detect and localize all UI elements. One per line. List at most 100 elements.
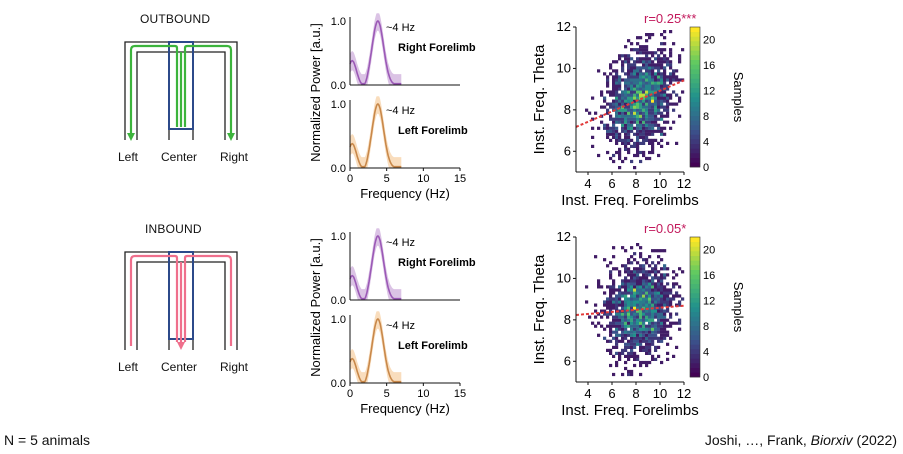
heatmap-cell [636, 150, 640, 155]
peak-label: ~4 Hz [386, 320, 415, 332]
heatmap-cell [627, 267, 631, 271]
heatmap-cell [600, 120, 604, 124]
correlation-label: r=0.25*** [644, 11, 696, 26]
heatmap-cell [621, 333, 625, 337]
heatmap-cell [618, 138, 622, 142]
heatmap-cell [657, 318, 661, 322]
heatmap-cell [633, 306, 637, 310]
heatmap-cell [615, 132, 619, 136]
colorbar-segment [690, 311, 700, 317]
heatmap-cell [651, 114, 655, 118]
heatmap-cell [663, 309, 667, 313]
heatmap-cell [657, 303, 661, 307]
heatmap-cell [621, 141, 625, 145]
heatmap-cell [651, 324, 655, 328]
heatmap-cell [624, 324, 628, 328]
heatmap-cell [660, 99, 664, 103]
heatmap-cell [648, 33, 652, 37]
heatmap-cell [627, 297, 631, 301]
heatmap-cell [621, 93, 625, 97]
heatmap-cell [645, 138, 649, 142]
heatmap-cell [660, 42, 664, 46]
heatmap-cell [657, 315, 661, 319]
heatmap-cell [639, 264, 643, 268]
heatmap-cell [660, 279, 664, 283]
heatmap-cell [636, 144, 640, 148]
heatmap-cell [651, 120, 655, 124]
heatmap-cell [627, 141, 631, 145]
heatmap-cell [627, 306, 631, 310]
heatmap-cell [636, 60, 640, 64]
heatmap-cell [663, 126, 667, 130]
heatmap-cell [651, 129, 655, 133]
heatmap-cell [648, 273, 652, 277]
heatmap-cell [657, 327, 661, 331]
heatmap-cell [642, 294, 646, 298]
heatmap-cell [633, 48, 637, 52]
heatmap-cell [624, 282, 628, 286]
heatmap-cell [597, 153, 601, 158]
y-tick-label: 12 [557, 229, 571, 244]
heatmap-cell [633, 345, 637, 349]
heatmap-cell [666, 294, 670, 298]
heatmap-cell [657, 84, 661, 88]
heatmap-cell [639, 324, 643, 328]
colorbar-segment [690, 307, 700, 312]
heatmap-cell [672, 102, 676, 106]
heatmap-cell [654, 75, 658, 79]
heatmap-cell [621, 306, 625, 310]
heatmap-cell [663, 72, 667, 76]
heatmap-cell [636, 57, 640, 61]
heatmap-cell [648, 60, 652, 64]
heatmap-cell [642, 105, 646, 109]
colorbar-segment [690, 59, 700, 65]
colorbar-segment [690, 325, 700, 331]
y-tick-label: 0.0 [331, 163, 346, 175]
heatmap-cell [618, 117, 622, 121]
heatmap-cell [654, 336, 658, 340]
heatmap-cell [645, 336, 649, 340]
heatmap-cell [660, 333, 664, 337]
x-tick-label: 6 [608, 386, 615, 401]
heatmap-cell [639, 330, 643, 334]
heatmap-cell [660, 360, 664, 365]
heatmap-cell [678, 294, 682, 298]
heatmap-cell [657, 93, 661, 97]
heatmap-cell [681, 270, 685, 274]
heatmap-cell [648, 150, 652, 155]
heatmap-cell [627, 90, 631, 94]
heatmap-cell [666, 318, 670, 322]
heatmap-cell [669, 288, 673, 292]
heatmap-cell [654, 291, 658, 295]
heatmap-cell [651, 357, 655, 361]
heatmap-cell [660, 75, 664, 79]
heatmap-cell [642, 96, 646, 100]
heatmap-cell [657, 270, 661, 274]
heatmap-cell [648, 138, 652, 142]
heatmap-cell [636, 135, 640, 139]
heatmap-cell [630, 99, 634, 103]
y-tick-label: 0.0 [331, 295, 346, 307]
heatmap-cell [627, 300, 631, 304]
heatmap-cell [666, 63, 670, 67]
heatmap-cell [645, 93, 649, 97]
heatmap-cell [639, 282, 643, 286]
heatmap-cell [636, 315, 640, 319]
heatmap-cell [666, 291, 670, 295]
heatmap-cell [648, 132, 652, 136]
heatmap-cell [609, 321, 613, 325]
heatmap-cell [606, 75, 610, 79]
heatmap-cell [621, 126, 625, 130]
heatmap-cell [654, 345, 658, 349]
heatmap-cell [618, 111, 622, 115]
heatmap-cell [630, 63, 634, 67]
heatmap-cell [663, 330, 667, 334]
heatmap-cell [651, 270, 655, 274]
heatmap-cell [645, 87, 649, 91]
heatmap-cell [660, 60, 664, 64]
heatmap-cell [600, 93, 604, 97]
heatmap-cell [612, 69, 616, 73]
heatmap-cell [618, 166, 622, 170]
heatmap-cell [675, 303, 679, 307]
